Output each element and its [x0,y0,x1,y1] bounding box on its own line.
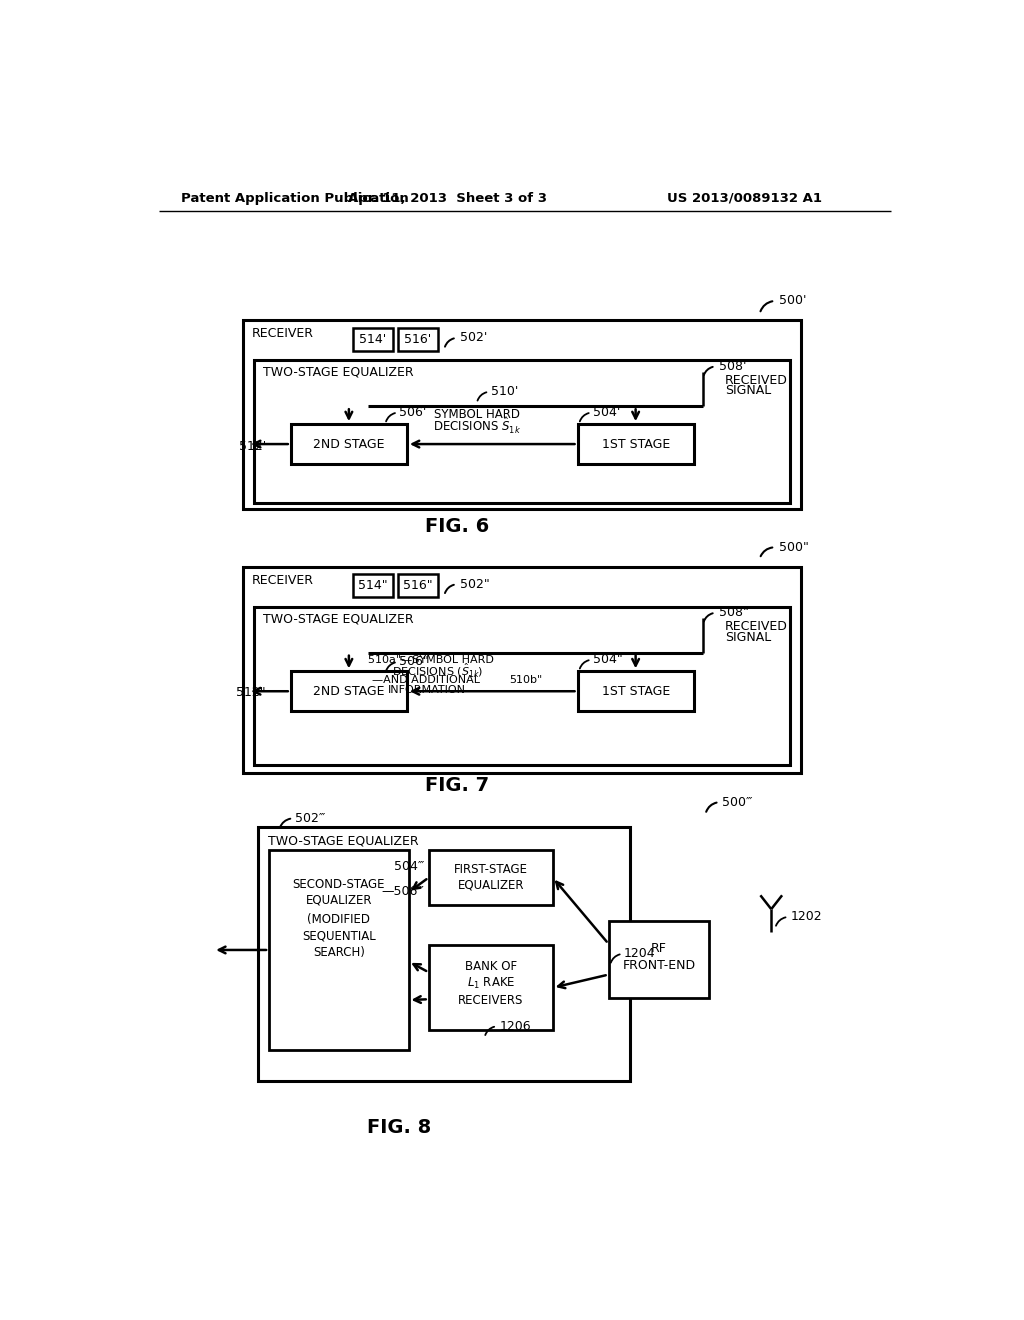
Text: 504‴: 504‴ [393,861,424,874]
Text: 500": 500" [779,541,809,554]
Text: SEARCH): SEARCH) [313,945,365,958]
Text: 516": 516" [403,579,433,593]
Bar [578,424,693,465]
Text: 508': 508' [719,360,746,372]
Text: RECEIVERS: RECEIVERS [458,994,523,1007]
Bar [608,921,710,998]
Text: $L_1$ RAKE: $L_1$ RAKE [467,977,515,991]
Text: 512": 512" [237,686,266,700]
Text: 514": 514" [358,579,388,593]
Text: 510': 510' [490,385,518,399]
Bar [397,327,438,351]
Text: 502': 502' [460,331,487,345]
Text: EQUALIZER: EQUALIZER [305,894,372,907]
Text: FRONT-END: FRONT-END [623,958,695,972]
Text: RECEIVER: RECEIVER [252,327,314,341]
Text: 514': 514' [359,333,386,346]
Text: 1204: 1204 [624,948,655,961]
Text: RECEIVED: RECEIVED [725,374,787,387]
Text: 510b": 510b" [509,675,543,685]
Text: SIGNAL: SIGNAL [725,384,771,397]
Bar [352,327,393,351]
Text: EQUALIZER: EQUALIZER [458,879,524,892]
Text: DECISIONS $\hat{S}_{1k}$: DECISIONS $\hat{S}_{1k}$ [433,416,521,436]
Bar [429,945,553,1030]
Text: RECEIVER: RECEIVER [252,574,314,587]
Text: 516': 516' [404,333,431,346]
Bar [258,826,630,1081]
Text: —506‴: —506‴ [381,884,424,898]
Bar [291,424,407,465]
Text: 500‴: 500‴ [722,796,753,809]
Text: 504": 504" [593,653,623,667]
Bar [291,671,407,711]
Bar [578,671,693,711]
Text: BANK OF: BANK OF [465,961,517,973]
Text: DECISIONS ($\hat{S}_{1k}$): DECISIONS ($\hat{S}_{1k}$) [391,661,483,678]
Bar [352,574,393,598]
Text: TWO-STAGE EQUALIZER: TWO-STAGE EQUALIZER [263,612,414,626]
Text: SEQUENTIAL: SEQUENTIAL [302,929,376,942]
Text: 510a"—SYMBOL HARD: 510a"—SYMBOL HARD [369,655,495,665]
Text: —AND ADDITIONAL: —AND ADDITIONAL [372,675,480,685]
Text: FIRST-STAGE: FIRST-STAGE [454,863,527,876]
Bar [243,566,801,774]
Text: 502‴: 502‴ [295,812,325,825]
Text: 506": 506" [399,656,429,668]
Text: 508": 508" [719,606,749,619]
Text: US 2013/0089132 A1: US 2013/0089132 A1 [667,191,821,205]
Text: 502": 502" [460,578,489,591]
Bar [243,321,801,508]
Text: SECOND-STAGE: SECOND-STAGE [293,878,385,891]
Text: FIG. 7: FIG. 7 [425,776,489,796]
Text: 500': 500' [779,294,807,308]
Text: 2ND STAGE: 2ND STAGE [313,437,385,450]
Text: FIG. 8: FIG. 8 [368,1118,431,1137]
Text: 1202: 1202 [791,911,822,924]
Bar [429,850,553,906]
Text: SYMBOL HARD: SYMBOL HARD [434,408,520,421]
Text: 1ST STAGE: 1ST STAGE [601,685,670,698]
Text: 2ND STAGE: 2ND STAGE [313,685,385,698]
Text: 506': 506' [399,407,427,418]
Text: Patent Application Publication: Patent Application Publication [180,191,409,205]
Text: RF: RF [651,942,667,954]
Text: FIG. 6: FIG. 6 [425,517,489,536]
Bar [254,607,790,766]
Text: Apr. 11, 2013  Sheet 3 of 3: Apr. 11, 2013 Sheet 3 of 3 [348,191,547,205]
Text: 1ST STAGE: 1ST STAGE [601,437,670,450]
Text: SIGNAL: SIGNAL [725,631,771,644]
Bar [269,850,409,1051]
Text: TWO-STAGE EQUALIZER: TWO-STAGE EQUALIZER [263,366,414,379]
Text: (MODIFIED: (MODIFIED [307,912,371,925]
Text: 1206: 1206 [500,1019,531,1032]
Text: 504': 504' [593,407,621,418]
Text: RECEIVED: RECEIVED [725,620,787,634]
Text: INFORMATION: INFORMATION [388,685,466,694]
Text: 512': 512' [239,440,266,453]
Text: TWO-STAGE EQUALIZER: TWO-STAGE EQUALIZER [267,834,418,847]
Bar [397,574,438,598]
Bar [254,360,790,503]
